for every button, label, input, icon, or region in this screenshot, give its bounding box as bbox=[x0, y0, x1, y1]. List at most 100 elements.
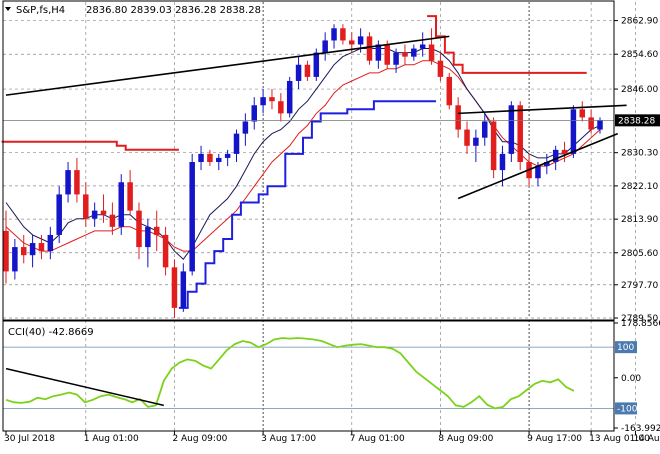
candle-body bbox=[331, 28, 337, 41]
candle-body bbox=[508, 105, 515, 154]
candle-body bbox=[136, 210, 142, 248]
candle-body bbox=[349, 40, 355, 45]
candle-body bbox=[38, 243, 45, 252]
candle-body bbox=[145, 226, 151, 248]
price-tick-label: 2854.60 bbox=[621, 50, 658, 60]
candle-body bbox=[579, 109, 586, 118]
candle-body bbox=[366, 36, 373, 61]
candle-body bbox=[481, 121, 488, 138]
stop-blue-line bbox=[178, 100, 436, 309]
trendline bbox=[457, 132, 619, 200]
candle-body bbox=[313, 52, 320, 77]
cci-tick-label: 100 bbox=[617, 343, 634, 353]
x-tick-label: 8 Aug 09:00 bbox=[438, 434, 493, 444]
candle-body bbox=[180, 271, 187, 308]
price-tick-label: 2830.30 bbox=[621, 149, 658, 159]
candle-body bbox=[83, 194, 89, 219]
candle-body bbox=[428, 44, 435, 61]
candle-body bbox=[322, 40, 328, 53]
candle-body bbox=[118, 182, 125, 227]
candle-body bbox=[402, 52, 408, 57]
cci-tick-label: 178.8566 bbox=[621, 319, 660, 329]
ma-fast-line bbox=[5, 48, 601, 260]
x-tick-label: 3 Aug 17:00 bbox=[261, 434, 316, 444]
price-frame bbox=[2, 0, 615, 322]
price-tick-label: 2789.50 bbox=[621, 314, 658, 324]
candle-body bbox=[419, 44, 426, 49]
price-tick-label: 2822.10 bbox=[621, 182, 658, 192]
candle-body bbox=[570, 109, 577, 154]
ma-slow-line bbox=[5, 60, 601, 252]
candle-body bbox=[216, 157, 222, 162]
cci-level-tag bbox=[615, 402, 637, 415]
price-tick-label: 2805.60 bbox=[621, 249, 658, 259]
candle-body bbox=[56, 194, 62, 235]
candle-body bbox=[3, 230, 9, 272]
candle-body bbox=[12, 247, 18, 272]
x-tick-label: 13 Aug 01:00 bbox=[589, 434, 650, 444]
candle-body bbox=[65, 170, 71, 195]
candle-body bbox=[464, 129, 470, 146]
candle-body bbox=[153, 226, 160, 235]
candle-body bbox=[499, 153, 506, 171]
candle-body bbox=[490, 121, 497, 171]
candle-body bbox=[47, 234, 54, 252]
candle-body bbox=[561, 149, 568, 154]
price-tick-label: 2813.90 bbox=[621, 215, 658, 225]
candle-body bbox=[91, 210, 98, 219]
candle-body bbox=[251, 105, 257, 122]
cci-frame bbox=[2, 319, 615, 432]
cci-plot bbox=[3, 337, 614, 410]
candle-body bbox=[171, 267, 178, 308]
cci-tick-label: -163.9929 bbox=[621, 424, 660, 434]
candle-body bbox=[384, 44, 390, 65]
price-tick-label: 2862.90 bbox=[621, 17, 658, 27]
cci-tick-label: -100 bbox=[617, 404, 638, 414]
candle-body bbox=[552, 149, 559, 162]
gridlines bbox=[3, 2, 636, 431]
candle-body bbox=[588, 117, 594, 130]
cci-trendline bbox=[5, 367, 164, 407]
candle-body bbox=[535, 166, 541, 179]
candle-body bbox=[357, 36, 364, 45]
price-tick-label: 2846.00 bbox=[621, 85, 658, 95]
candle-body bbox=[224, 153, 231, 158]
x-tick-label: 2 Aug 09:00 bbox=[172, 434, 227, 444]
candle-body bbox=[295, 64, 302, 81]
candle-body bbox=[455, 105, 461, 130]
cci-tick-label: 0.00 bbox=[621, 374, 641, 384]
candle-body bbox=[375, 44, 382, 61]
x-tick-label: 1 Aug 01:00 bbox=[84, 434, 139, 444]
candle-body bbox=[74, 170, 80, 195]
candle-body bbox=[278, 101, 284, 114]
chart-title: S&P,fs,H4 bbox=[16, 5, 65, 16]
candle-body bbox=[544, 162, 550, 167]
stop-red-line bbox=[1, 140, 179, 151]
price-plot bbox=[1, 15, 627, 318]
candle-body bbox=[286, 80, 293, 114]
candle-body bbox=[233, 133, 240, 154]
candle-body bbox=[340, 28, 346, 41]
current-price-label: 2838.28 bbox=[618, 116, 655, 126]
candle-body bbox=[127, 182, 133, 211]
candle-body bbox=[100, 210, 107, 215]
candle-body bbox=[109, 214, 116, 227]
candle-body bbox=[269, 97, 275, 102]
candle-body bbox=[198, 153, 204, 162]
dropdown-arrow-icon[interactable] bbox=[5, 7, 11, 11]
x-tick-label: 9 Aug 17:00 bbox=[527, 434, 582, 444]
x-tick-label: 14 Aug 09:00 bbox=[633, 434, 660, 444]
candle-body bbox=[393, 52, 399, 65]
cci-level-tag bbox=[615, 341, 637, 354]
candle-body bbox=[162, 234, 169, 268]
candle-body bbox=[207, 153, 213, 162]
candle-body bbox=[446, 76, 453, 106]
candle-body bbox=[473, 137, 479, 146]
candle-body bbox=[304, 64, 311, 77]
candle-body bbox=[242, 121, 249, 134]
trendline bbox=[458, 104, 627, 115]
candle-body bbox=[411, 48, 417, 57]
cci-title: CCI(40) -42.8669 bbox=[8, 327, 94, 338]
